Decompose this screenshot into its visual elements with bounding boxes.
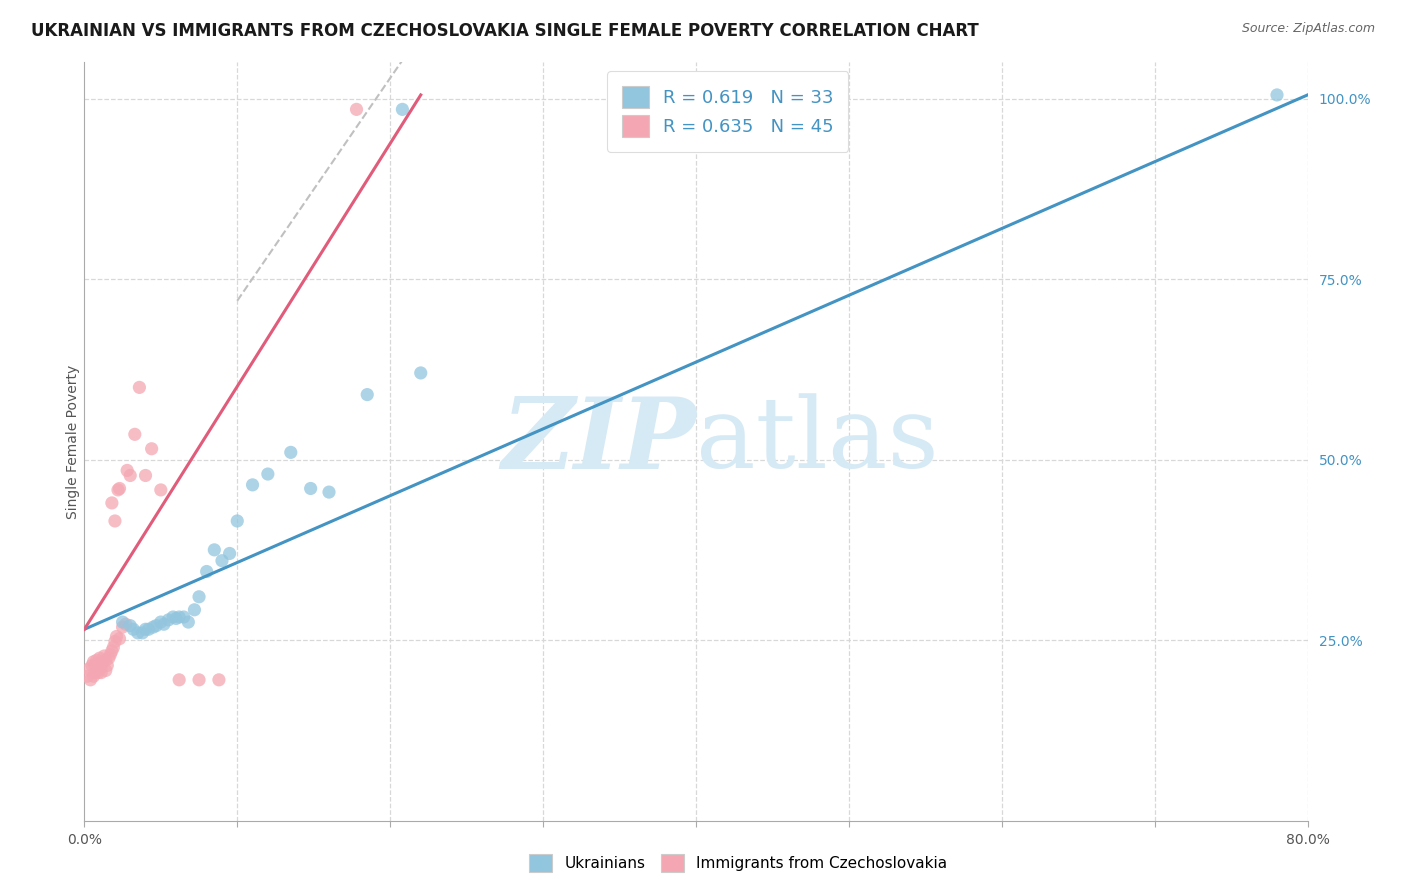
Point	[211, 554, 233, 568]
Point	[149, 483, 172, 497]
Point	[77, 662, 100, 676]
Point	[1265, 87, 1288, 102]
Point	[167, 673, 190, 687]
Point	[80, 658, 103, 673]
Point	[91, 655, 114, 669]
Point	[142, 620, 165, 634]
Point	[409, 366, 432, 380]
Point	[90, 660, 112, 674]
Point	[89, 657, 111, 671]
Text: Source: ZipAtlas.com: Source: ZipAtlas.com	[1241, 22, 1375, 36]
Point	[114, 617, 136, 632]
Point	[183, 603, 205, 617]
Point	[195, 565, 218, 579]
Point	[167, 610, 190, 624]
Point	[218, 546, 240, 560]
Point	[202, 542, 225, 557]
Point	[131, 626, 153, 640]
Point	[141, 442, 163, 456]
Point	[108, 482, 131, 496]
Point	[84, 658, 107, 673]
Point	[105, 630, 128, 644]
Point	[101, 644, 124, 658]
Point	[208, 673, 231, 687]
Point	[79, 673, 101, 687]
Point	[83, 655, 105, 669]
Point	[89, 651, 111, 665]
Point	[101, 496, 124, 510]
Point	[124, 427, 146, 442]
Point	[120, 468, 142, 483]
Point	[97, 651, 120, 665]
Point	[86, 653, 108, 667]
Point	[318, 485, 340, 500]
Text: UKRAINIAN VS IMMIGRANTS FROM CZECHOSLOVAKIA SINGLE FEMALE POVERTY CORRELATION CH: UKRAINIAN VS IMMIGRANTS FROM CZECHOSLOVA…	[31, 22, 979, 40]
Point	[177, 615, 200, 629]
Point	[111, 615, 134, 629]
Point	[111, 620, 134, 634]
Point	[127, 626, 149, 640]
Point	[107, 483, 129, 497]
Point	[83, 669, 105, 683]
Point	[122, 622, 145, 636]
Point	[96, 658, 118, 673]
Point	[87, 665, 110, 680]
Point	[257, 467, 280, 481]
Point	[108, 632, 131, 646]
Point	[135, 468, 157, 483]
Point	[157, 613, 180, 627]
Point	[94, 653, 117, 667]
Point	[115, 463, 138, 477]
Text: ZIP: ZIP	[501, 393, 696, 490]
Point	[226, 514, 249, 528]
Point	[87, 658, 110, 673]
Point	[98, 648, 121, 662]
Point	[84, 665, 107, 680]
Point	[149, 615, 172, 629]
Point	[242, 478, 264, 492]
Point	[138, 622, 160, 636]
Text: atlas: atlas	[696, 393, 939, 490]
Point	[165, 611, 187, 625]
Point	[391, 103, 413, 117]
Point	[120, 618, 142, 632]
Point	[128, 380, 150, 394]
Point	[299, 482, 322, 496]
Point	[188, 673, 211, 687]
Point	[346, 103, 368, 117]
Point	[94, 664, 117, 678]
Point	[86, 664, 108, 678]
Point	[135, 622, 157, 636]
Point	[162, 610, 184, 624]
Point	[104, 634, 127, 648]
Point	[356, 387, 378, 401]
Point	[145, 618, 167, 632]
Point	[93, 648, 115, 663]
Point	[188, 590, 211, 604]
Legend: Ukrainians, Immigrants from Czechoslovakia: Ukrainians, Immigrants from Czechoslovak…	[522, 846, 955, 880]
Point	[90, 665, 112, 680]
Point	[280, 445, 302, 459]
Point	[173, 610, 195, 624]
Point	[76, 669, 98, 683]
Point	[104, 514, 127, 528]
Point	[153, 617, 176, 632]
Legend: R = 0.619   N = 33, R = 0.635   N = 45: R = 0.619 N = 33, R = 0.635 N = 45	[607, 71, 848, 152]
Point	[103, 640, 125, 655]
Y-axis label: Single Female Poverty: Single Female Poverty	[66, 365, 80, 518]
